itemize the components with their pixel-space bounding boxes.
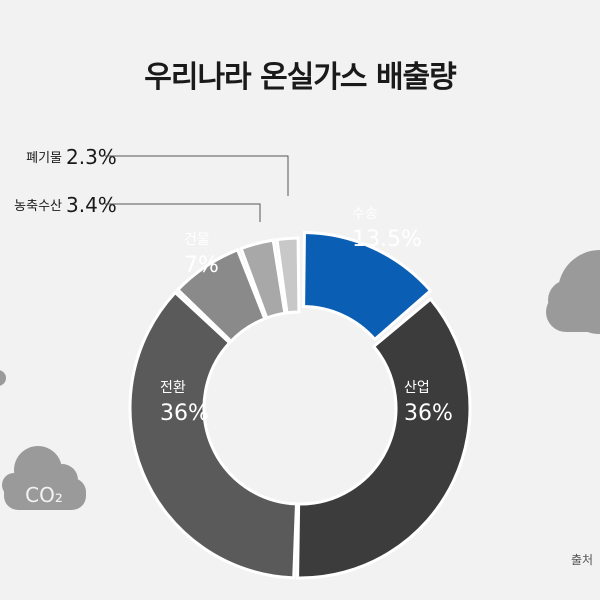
slice-transport bbox=[302, 231, 433, 342]
leader-line-agriculture bbox=[105, 203, 261, 222]
slice-value-power: 36% bbox=[160, 401, 209, 426]
slice-label-agriculture: 농축수산 bbox=[14, 199, 62, 214]
slice-waste bbox=[275, 236, 301, 315]
slice-label-industry: 산업 bbox=[404, 380, 430, 396]
slice-power bbox=[128, 290, 299, 580]
leader-line-waste bbox=[105, 155, 289, 196]
cloud-label: CO₂ bbox=[25, 483, 63, 507]
slice-value-waste: 2.3% bbox=[66, 145, 117, 169]
slice-label-waste: 폐기물 bbox=[26, 151, 62, 166]
source-text: 출처 bbox=[571, 553, 594, 567]
slice-agriculture bbox=[239, 238, 287, 320]
slice-value-transport: 13.5% bbox=[352, 227, 422, 252]
cloud-icon-left bbox=[2, 446, 86, 510]
slice-industry bbox=[296, 296, 472, 580]
slice-value-industry: 36% bbox=[404, 401, 453, 426]
page-title: 우리나라 온실가스 배출량 bbox=[144, 60, 457, 95]
slice-label-building: 건물 bbox=[184, 232, 210, 248]
cloud-icon-edge bbox=[0, 370, 6, 386]
slice-value-building: 7% bbox=[184, 253, 219, 278]
slice-label-transport: 수송 bbox=[352, 206, 378, 222]
slice-value-agriculture: 3.4% bbox=[66, 193, 117, 217]
cloud-icon-right bbox=[546, 250, 600, 334]
slice-label-power: 전환 bbox=[160, 380, 186, 396]
slice-building bbox=[175, 247, 267, 344]
